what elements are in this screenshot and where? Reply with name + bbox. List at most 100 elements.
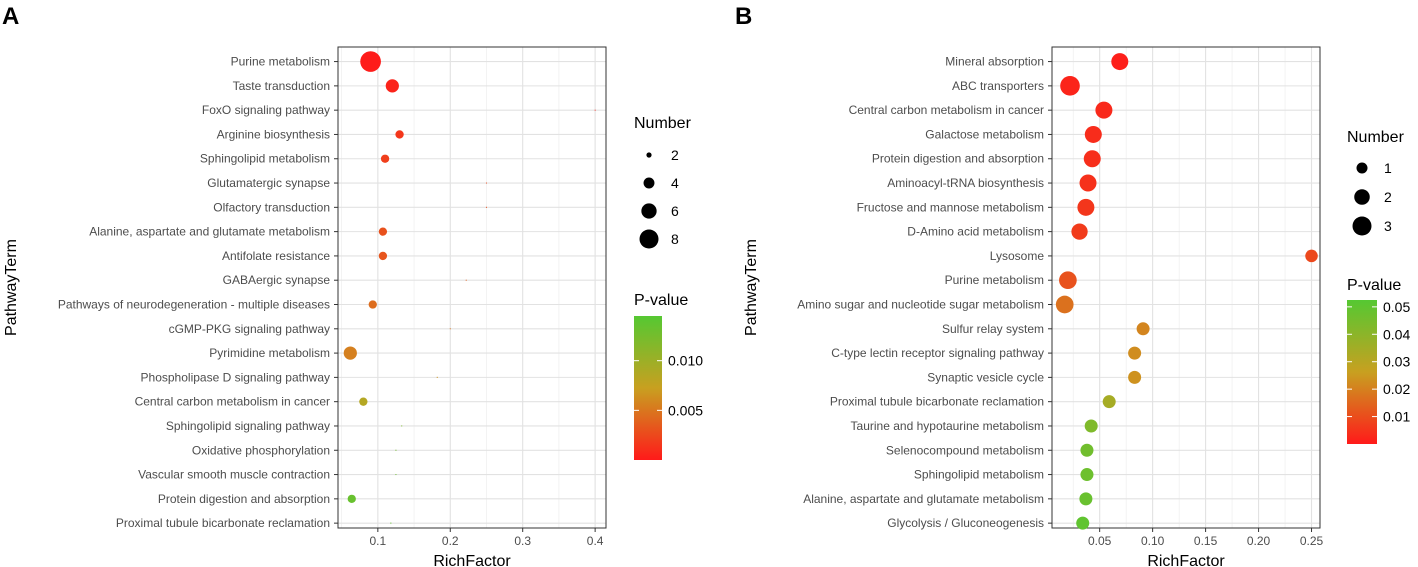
data-point: [465, 279, 467, 281]
y-tick-label: Pathways of neurodegeneration - multiple…: [58, 298, 330, 312]
x-tick-label: 0.25: [1300, 534, 1324, 548]
y-tick-label: Aminoacyl-tRNA biosynthesis: [887, 176, 1044, 190]
size-legend-key: [643, 177, 655, 189]
x-tick-label: 0.2: [442, 534, 459, 548]
y-tick-label: Alanine, aspartate and glutamate metabol…: [89, 225, 330, 239]
data-point: [395, 473, 397, 476]
y-tick-label: Central carbon metabolism in cancer: [849, 103, 1044, 117]
y-tick-label: cGMP-PKG signaling pathway: [169, 322, 330, 336]
size-legend-title: Number: [634, 115, 692, 132]
data-point: [378, 227, 388, 236]
size-legend-key: [646, 152, 652, 158]
color-legend-label: 0.010: [668, 353, 703, 369]
y-tick-label: Arginine biosynthesis: [217, 127, 330, 141]
data-point: [1136, 322, 1150, 336]
y-tick-label: Amino sugar and nucleotide sugar metabol…: [797, 298, 1044, 312]
y-tick-label: Selenocompound metabolism: [886, 443, 1044, 457]
y-tick-label: Lysosome: [990, 249, 1045, 263]
data-point: [1084, 419, 1098, 433]
color-legend-label: 0.01: [1383, 409, 1410, 425]
data-point: [1079, 174, 1097, 192]
data-point: [1305, 249, 1318, 263]
data-point: [380, 154, 390, 163]
data-point: [1128, 370, 1142, 384]
color-legend-label: 0.005: [668, 402, 703, 418]
data-point: [449, 328, 451, 330]
data-point: [1059, 271, 1077, 290]
y-tick-label: Alanine, aspartate and glutamate metabol…: [803, 492, 1044, 506]
size-legend-label: 2: [671, 147, 679, 163]
data-point: [368, 300, 377, 309]
plot-border: [337, 46, 607, 529]
data-point: [1128, 346, 1142, 360]
color-legend-label: 0.03: [1383, 354, 1410, 370]
data-point: [594, 109, 596, 111]
data-point: [485, 206, 488, 208]
color-legend-label: 0.02: [1383, 381, 1410, 397]
data-point: [347, 494, 356, 503]
x-tick-label: 0.05: [1088, 534, 1112, 548]
y-tick-label: Synaptic vesicle cycle: [927, 370, 1044, 384]
y-tick-label: D-Amino acid metabolism: [907, 225, 1044, 239]
data-point: [385, 79, 399, 93]
size-legend-label: 8: [671, 231, 679, 247]
data-point: [395, 130, 404, 139]
x-tick-label: 0.3: [514, 534, 531, 548]
y-tick-label: Proximal tubule bicarbonate reclamation: [116, 516, 330, 530]
plot-background: [1052, 47, 1320, 528]
size-legend-key: [1356, 162, 1368, 174]
data-point: [1080, 443, 1094, 457]
y-tick-label: Sphingolipid signaling pathway: [166, 419, 330, 433]
data-point: [1083, 150, 1101, 168]
data-point: [1095, 101, 1113, 119]
y-tick-label: Sphingolipid metabolism: [914, 468, 1044, 482]
data-point: [1111, 53, 1129, 71]
y-tick-label: Protein digestion and absorption: [158, 492, 330, 506]
data-point: [359, 397, 368, 406]
y-tick-label: C-type lectin receptor signaling pathway: [831, 346, 1044, 360]
y-axis-title: PathwayTerm: [743, 239, 760, 336]
y-tick-label: Pyrimidine metabolism: [209, 346, 330, 360]
data-point: [1079, 492, 1093, 506]
y-tick-label: Purine metabolism: [945, 273, 1044, 287]
size-legend-label: 3: [1384, 218, 1392, 234]
data-point: [1080, 468, 1094, 482]
data-point: [395, 449, 397, 451]
x-tick-label: 0.1: [369, 534, 386, 548]
size-legend-key: [1352, 216, 1372, 236]
plot-background: [338, 47, 606, 528]
x-tick-label: 0.4: [587, 534, 604, 548]
y-tick-label: Proximal tubule bicarbonate reclamation: [830, 395, 1044, 409]
y-tick-label: FoxO signaling pathway: [202, 103, 330, 117]
data-point: [1076, 516, 1090, 530]
panel-letter-b: B: [735, 3, 752, 30]
y-tick-label: Fructose and mannose metabolism: [857, 200, 1044, 214]
size-legend-label: 2: [1384, 189, 1392, 205]
y-tick-label: Oxidative phosphorylation: [192, 443, 330, 457]
size-legend-key: [641, 203, 657, 219]
x-tick-label: 0.20: [1247, 534, 1271, 548]
y-tick-label: Taurine and hypotaurine metabolism: [851, 419, 1044, 433]
data-point: [485, 182, 488, 184]
color-legend-bar: [634, 316, 662, 460]
x-axis-title: RichFactor: [433, 553, 511, 567]
data-point: [343, 346, 357, 360]
size-legend-label: 1: [1384, 160, 1392, 176]
panel-b-chart: Mineral absorption ABC transporters Centra…: [743, 46, 1410, 567]
data-point: [1084, 125, 1102, 143]
y-tick-label: Purine metabolism: [231, 55, 330, 69]
y-tick-label: Galactose metabolism: [925, 127, 1044, 141]
size-legend-title: Number: [1347, 129, 1405, 146]
y-tick-label: GABAergic synapse: [223, 273, 331, 287]
data-point: [1102, 395, 1116, 409]
data-point: [1055, 295, 1074, 314]
data-point: [390, 522, 392, 524]
y-tick-label: Sphingolipid metabolism: [200, 152, 330, 166]
size-legend-key: [639, 229, 659, 249]
y-tick-label: ABC transporters: [952, 79, 1044, 93]
x-tick-label: 0.10: [1141, 534, 1165, 548]
color-legend-title: P-value: [1347, 277, 1401, 294]
panel-a-chart: Purine metabolism Taste transduction FoxO …: [3, 46, 703, 567]
data-point: [1077, 198, 1095, 216]
